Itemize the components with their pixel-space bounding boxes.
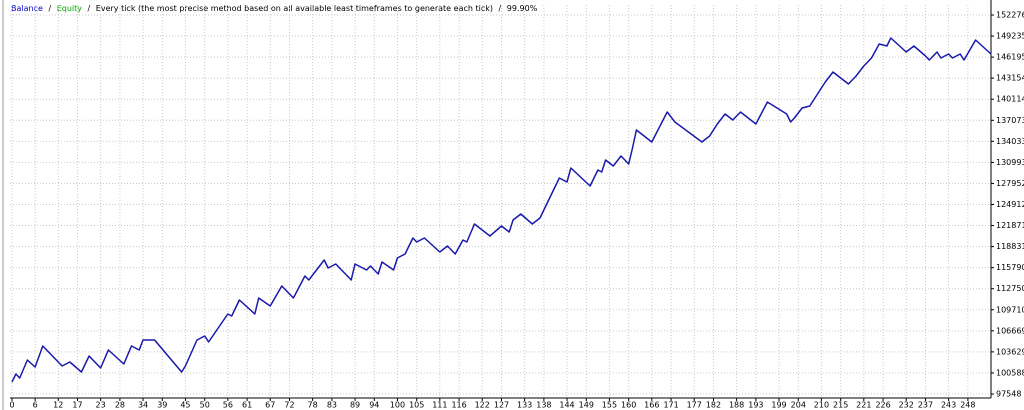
x-tick-label: 188	[729, 401, 744, 410]
y-tick-label: 143154	[996, 74, 1024, 83]
x-tick-label: 111	[432, 401, 447, 410]
y-tick-label: 106669	[996, 326, 1024, 335]
x-tick-label: 149	[579, 401, 594, 410]
x-tick-label: 166	[644, 401, 659, 410]
x-tick-label: 199	[771, 401, 786, 410]
y-tick-label: 121871	[996, 221, 1024, 230]
x-tick-label: 100	[390, 401, 405, 410]
y-tick-label: 149235	[996, 32, 1024, 41]
x-tick-label: 243	[941, 401, 956, 410]
x-tick-label: 6	[33, 401, 38, 410]
x-tick-label: 193	[748, 401, 763, 410]
x-tick-label: 182	[706, 401, 721, 410]
y-tick-label: 112750	[996, 284, 1024, 293]
x-tick-label: 144	[559, 401, 574, 410]
y-tick-label: 124912	[996, 200, 1024, 209]
y-tick-label: 103629	[996, 347, 1024, 356]
x-tick-label: 248	[960, 401, 975, 410]
x-tick-label: 17	[72, 401, 82, 410]
x-tick-label: 210	[814, 401, 829, 410]
x-tick-label: 116	[451, 401, 466, 410]
x-tick-label: 34	[138, 401, 148, 410]
x-tick-label: 45	[180, 401, 190, 410]
y-tick-label: 130993	[996, 158, 1024, 167]
subtitle: Every tick (the most precise method base…	[96, 4, 493, 13]
x-tick-label: 12	[53, 401, 63, 410]
balance-line	[11, 37, 992, 383]
x-tick-label: 204	[791, 401, 806, 410]
x-tick-label: 221	[856, 401, 871, 410]
x-tick-label: 39	[157, 401, 167, 410]
x-tick-label: 171	[663, 401, 678, 410]
header: Balance / Equity / Every tick (the most …	[11, 4, 538, 13]
x-tick-label: 0	[9, 401, 14, 410]
x-tick-label: 122	[475, 401, 490, 410]
y-tick-label: 140114	[996, 95, 1024, 104]
x-tick-label: 28	[115, 401, 125, 410]
x-tick-label: 237	[918, 401, 933, 410]
separator: /	[48, 4, 51, 13]
x-tick-label: 23	[96, 401, 106, 410]
y-tick-label: 97548	[996, 389, 1021, 398]
legend-balance: Balance	[11, 4, 43, 13]
y-tick-label: 152276	[996, 10, 1024, 19]
separator: /	[499, 4, 502, 13]
x-tick-label: 226	[875, 401, 890, 410]
x-tick-label: 72	[284, 401, 294, 410]
y-tick-label: 109710	[996, 305, 1024, 314]
x-tick-label: 89	[350, 401, 360, 410]
x-tick-label: 56	[223, 401, 233, 410]
x-tick-label: 105	[409, 401, 424, 410]
x-tick-label: 133	[517, 401, 532, 410]
x-tick-label: 78	[308, 401, 318, 410]
x-tick-label: 50	[200, 401, 210, 410]
y-tick-label: 118831	[996, 242, 1024, 251]
x-tick-label: 177	[687, 401, 702, 410]
legend-equity: Equity	[57, 4, 83, 13]
y-tick-label: 115790	[996, 263, 1024, 272]
x-tick-label: 94	[369, 401, 379, 410]
x-tick-label: 61	[242, 401, 252, 410]
x-tick-label: 160	[621, 401, 636, 410]
x-tick-label: 127	[494, 401, 509, 410]
x-tick-label: 215	[833, 401, 848, 410]
y-tick-label: 146195	[996, 53, 1024, 62]
x-tick-label: 155	[602, 401, 617, 410]
x-tick-label: 67	[265, 401, 275, 410]
x-tick-label: 232	[899, 401, 914, 410]
y-tick-label: 127952	[996, 179, 1024, 188]
y-tick-label: 100588	[996, 368, 1024, 377]
x-tick-label: 83	[327, 401, 337, 410]
y-tick-label: 137073	[996, 116, 1024, 125]
y-tick-label: 134033	[996, 137, 1024, 146]
quality: 99.90%	[507, 4, 538, 13]
x-tick-label: 138	[536, 401, 551, 410]
separator: /	[88, 4, 91, 13]
